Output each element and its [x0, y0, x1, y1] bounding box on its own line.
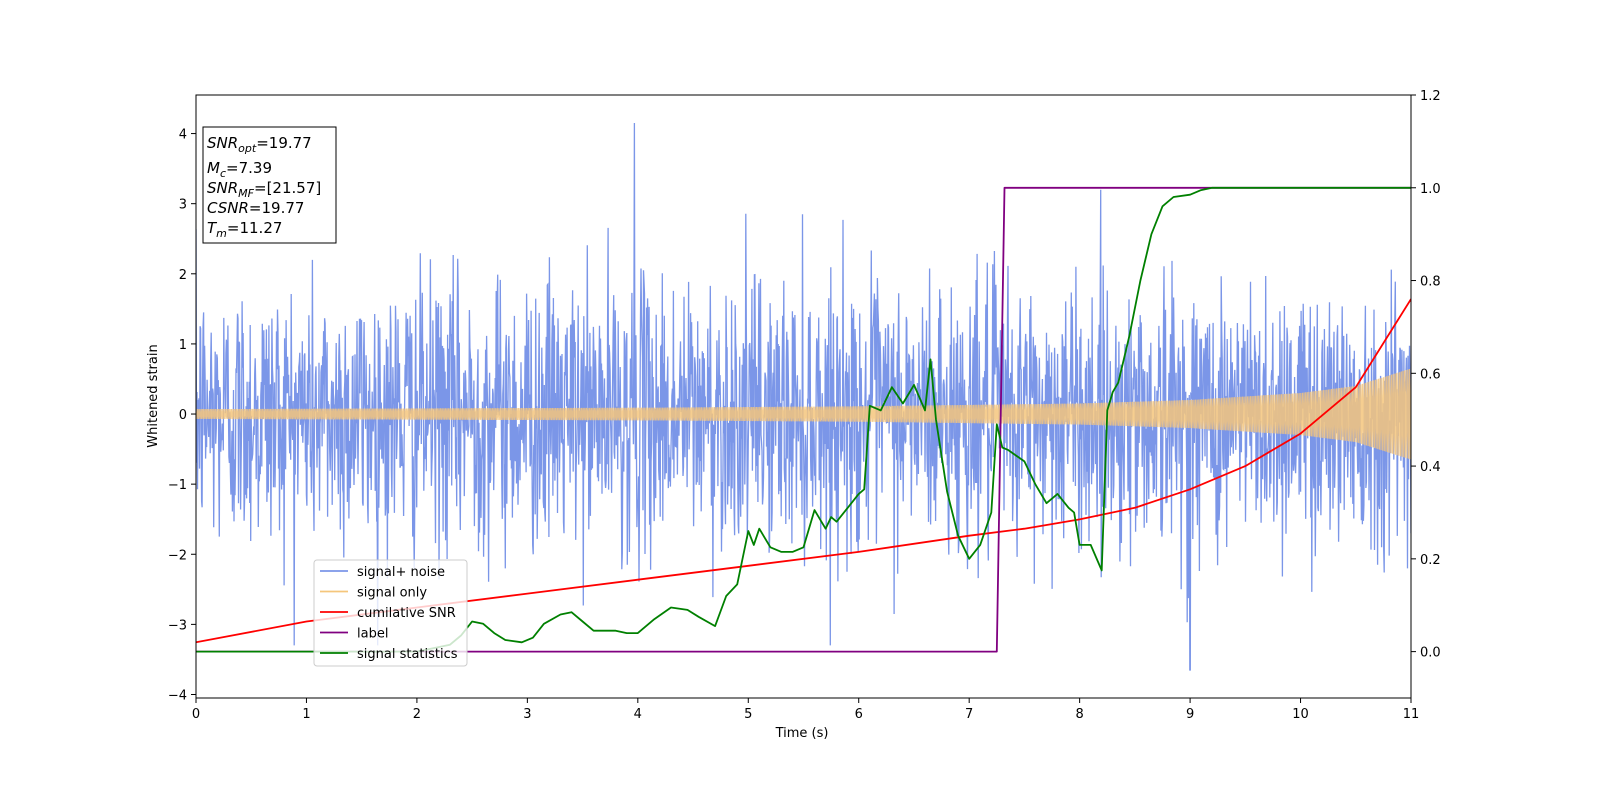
y-tick-label: 1: [179, 338, 187, 353]
x-tick-label: 2: [413, 707, 421, 722]
x-tick-label: 7: [965, 707, 973, 722]
annotation-line: Tm=11.27: [207, 219, 282, 240]
x-tick-label: 9: [1186, 707, 1194, 722]
legend: signal+ noise signal only cumilative SNR la…: [313, 559, 468, 667]
legend-entry-label: signal statistics: [357, 647, 458, 662]
y-tick-label: −3: [168, 618, 187, 633]
x-tick-label: 1: [302, 707, 310, 722]
y2-tick-label: 1.2: [1420, 89, 1441, 104]
plot-frame: [195, 94, 1412, 699]
legend-entry-label: label: [357, 627, 388, 642]
x-tick-label: 6: [855, 707, 863, 722]
x-tick-label: 10: [1292, 707, 1309, 722]
legend-frame: [313, 559, 468, 667]
x-tick-label: 4: [634, 707, 642, 722]
x-tick-label: 5: [744, 707, 752, 722]
annotation-line: Mc=7.39: [207, 159, 272, 180]
y-tick-label: −4: [168, 688, 187, 703]
y-tick-label: 3: [179, 198, 187, 213]
x-axis-label: Time (s): [775, 726, 829, 741]
y2-tick-label: 0.4: [1420, 460, 1441, 475]
x-tick-label: 0: [192, 707, 200, 722]
y2-tick-label: 0.6: [1420, 367, 1441, 382]
y2-tick-label: 0.8: [1420, 275, 1441, 290]
annotation-line: SNRMF=[21.57]: [207, 179, 321, 200]
y-tick-label: 4: [179, 128, 187, 143]
axes-layer: 0 1 2 3 4 5 6 7 8 9 10 11 −4 −3 −2 −1 0 1 2 3 4 0.0 0.2 0.4 0.6 0…: [168, 89, 1441, 722]
annotation-frame: [202, 126, 337, 244]
x-tick-label: 8: [1075, 707, 1083, 722]
y-tick-label: 0: [179, 408, 187, 423]
series-layer: [196, 122, 1411, 671]
x-tick-label: 11: [1403, 707, 1420, 722]
annotation-line: CSNR=19.77: [207, 199, 304, 217]
y2-tick-label: 1.0: [1420, 182, 1441, 197]
legend-entry-label: signal+ noise: [357, 565, 445, 580]
series-line-signal-only: [196, 368, 1411, 460]
y-tick-label: −2: [168, 548, 187, 563]
annotation-line: SNRopt=19.77: [207, 134, 312, 155]
y-axis-label: Whitened strain: [146, 344, 161, 447]
series-line-cumulative-snr: [196, 298, 1411, 644]
legend-entry-label: signal only: [357, 586, 427, 601]
x-tick-label: 3: [523, 707, 531, 722]
series-line-signal-statistics: [196, 186, 1411, 653]
y-tick-label: 2: [179, 268, 187, 283]
legend-entry-label: cumilative SNR: [357, 606, 456, 621]
series-line-signal-noise: [196, 122, 1411, 671]
stats-annotation-box: SNRopt=19.77 Mc=7.39SNRMF=[21.57]CSNR=19.…: [202, 126, 337, 244]
series-line-label: [196, 186, 1411, 653]
y-tick-label: −1: [168, 478, 187, 493]
y2-tick-label: 0.2: [1420, 553, 1441, 568]
y2-tick-label: 0.0: [1420, 646, 1441, 661]
